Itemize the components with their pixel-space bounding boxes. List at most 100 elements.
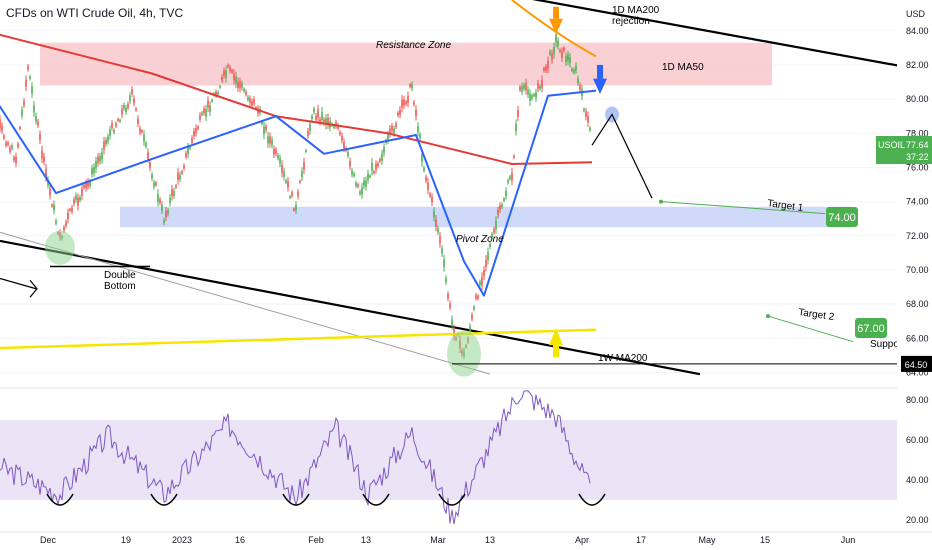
candle-body [83,184,85,188]
candle-body [123,104,125,109]
candle-body [523,84,525,89]
candle-body [587,115,589,123]
candle-body [359,191,361,195]
rsi-bottom-arc [150,493,178,506]
support-value: 64.50 [905,360,928,370]
candle-body [0,119,1,128]
candle-body [537,83,539,89]
candle-body [121,108,123,115]
candle-body [431,196,433,203]
rsi-bottom-arc [438,493,466,506]
candle-body [525,82,527,91]
candle-body [45,168,47,177]
time-tick-label: 13 [361,535,371,545]
candle-body [349,160,351,167]
candle-body [417,125,419,133]
candle-body [449,303,451,308]
candle-body [95,161,97,169]
candle-body [101,152,103,160]
rsi-tick-label: 60.00 [906,435,929,445]
candle-body [347,152,349,156]
target2-badge: 67.00 [857,323,885,335]
candle-body [177,172,179,181]
double-bottom-label: Double [104,270,136,281]
candle-body [65,221,67,226]
candle-body [515,123,517,132]
candle-body [445,277,447,283]
candle-body [503,198,505,201]
candle-body [239,81,241,89]
candle-body [477,295,479,299]
candle-body [407,95,409,103]
price-tick-label: 66.00 [906,333,929,343]
candle-body [343,142,345,149]
target1-label: Target 1 [767,198,805,214]
candle-body [289,196,291,199]
candle-body [33,105,35,113]
candle-body [247,96,249,101]
time-tick-label: 2023 [172,535,192,545]
candle-body [23,100,25,106]
candle-body [175,185,177,188]
candle-body [89,181,91,187]
candle-body [371,162,373,171]
candle-body [369,175,371,178]
candle-body [49,188,51,196]
candle-body [253,98,255,104]
price-axis-bg [897,0,932,550]
candle-body [159,199,161,203]
candle-body [541,80,543,88]
candle-body [549,51,551,55]
candle-body [79,196,81,201]
rsi-tick-label: 20.00 [906,515,929,525]
candle-body [395,123,397,127]
pivot-zone [120,206,850,228]
candle-body [187,147,189,154]
candle-body [501,204,503,208]
candle-body [521,86,523,92]
candle-body [261,121,263,125]
countdown: 37:22 [906,152,929,162]
candle-body [311,115,313,120]
candle-body [165,210,167,218]
target1-badge-bg [826,207,858,227]
price-tick-label: 64.00 [906,367,929,377]
candle-body [169,197,171,204]
candle-body [129,95,131,101]
rsi-bottom-arc [362,493,390,506]
candle-body [161,204,163,211]
candle-body [451,319,453,326]
candle-body [323,119,325,124]
candle-body [535,92,537,99]
price-tick-label: 72.00 [906,231,929,241]
candle-body [93,167,95,174]
candle-body [109,129,111,136]
candle-body [287,181,289,188]
last-price-badge-bg [876,136,932,164]
price-tick-label: 78.00 [906,128,929,138]
candle-body [363,180,365,186]
candle-body [17,143,19,147]
candle-body [341,135,343,141]
candle-body [305,149,307,152]
candle-body [11,145,13,149]
candle-body [571,68,573,71]
candle-body [415,109,417,117]
candle-body [269,136,271,144]
price-tick-label: 80.00 [906,94,929,104]
candle-body [1,125,3,131]
candle-body [403,99,405,106]
candle-body [293,208,295,211]
candle-body [13,157,15,161]
candle-body [191,138,193,144]
candle-body [209,105,211,112]
candle-body [39,134,41,141]
candle-body [221,76,223,81]
candle-body [275,149,277,154]
candle-body [399,109,401,115]
time-tick-label: 19 [121,535,131,545]
candle-body [243,88,245,92]
candle-body [179,174,181,180]
candle-body [453,329,455,337]
